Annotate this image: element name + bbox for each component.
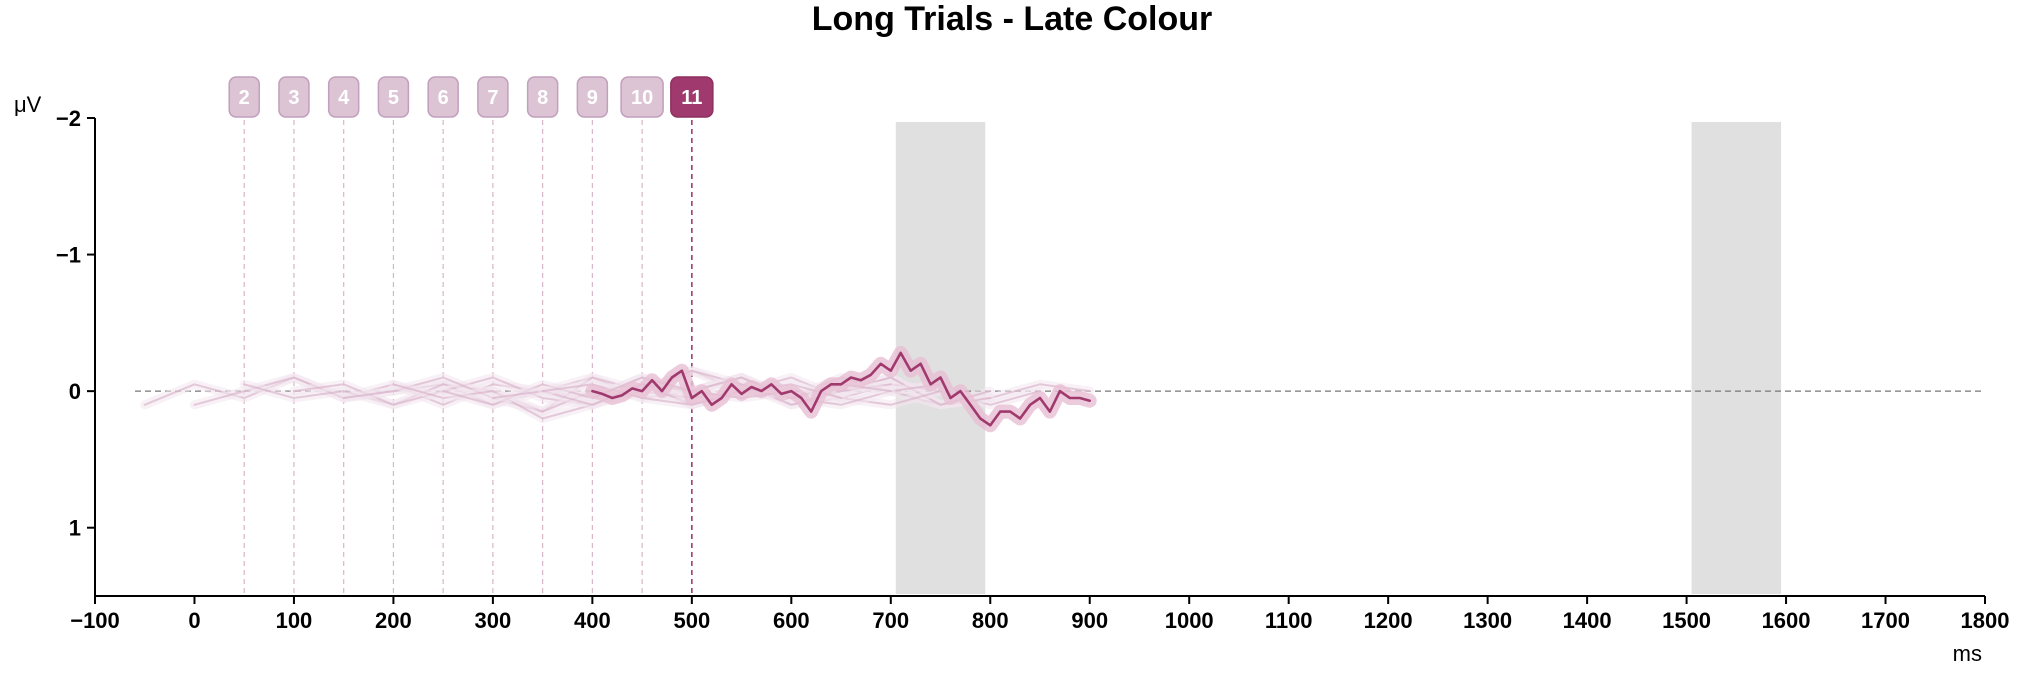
marker-badge-3[interactable]: 3 — [278, 76, 310, 118]
marker-badge-label-3: 3 — [288, 87, 299, 109]
x-tick-label-1300: 1300 — [1463, 608, 1512, 633]
x-tick-label-200: 200 — [375, 608, 412, 633]
x-tick-label-1700: 1700 — [1861, 608, 1910, 633]
marker-badge-6[interactable]: 6 — [427, 76, 459, 118]
marker-badge-label-4: 4 — [338, 87, 350, 109]
marker-badge-label-6: 6 — [438, 87, 449, 109]
x-tick-label-100: 100 — [276, 608, 313, 633]
marker-badge-label-7: 7 — [487, 87, 498, 109]
x-tick-label-900: 900 — [1071, 608, 1108, 633]
marker-badge-8[interactable]: 8 — [526, 76, 559, 118]
x-tick-label-1200: 1200 — [1364, 608, 1413, 633]
marker-badge-box-8 — [526, 76, 559, 118]
marker-badge-box-7 — [477, 76, 509, 118]
marker-badge-label-2: 2 — [239, 87, 250, 109]
marker-badge-5[interactable]: 5 — [377, 76, 410, 118]
x-tick-label-0: 0 — [188, 608, 200, 633]
y-tick-label-0: 0 — [69, 379, 81, 404]
x-tick-label-800: 800 — [972, 608, 1009, 633]
y-tick-label--2: −2 — [56, 106, 81, 131]
marker-badge-label-11: 11 — [681, 87, 702, 109]
x-tick-label-1100: 1100 — [1265, 608, 1313, 633]
x-tick-label-500: 500 — [673, 608, 710, 633]
x-tick-label--100: −100 — [70, 608, 120, 633]
marker-badge-7[interactable]: 7 — [477, 76, 509, 118]
x-tick-label-400: 400 — [574, 608, 611, 633]
marker-badge-label-10: 10 — [631, 87, 653, 109]
x-tick-label-1600: 1600 — [1762, 608, 1811, 633]
x-tick-label-1500: 1500 — [1662, 608, 1711, 633]
marker-badge-box-9 — [576, 76, 609, 118]
x-tick-label-1800: 1800 — [1961, 608, 2010, 633]
marker-badge-box-11 — [670, 76, 714, 118]
y-tick-label--1: −1 — [56, 243, 81, 268]
marker-badge-box-4 — [327, 76, 360, 118]
x-axis-unit-label: ms — [1953, 641, 1982, 666]
marker-badge-label-5: 5 — [388, 87, 399, 109]
marker-badge-label-9: 9 — [587, 87, 598, 109]
marker-badge-box-3 — [278, 76, 310, 118]
chart-title: Long Trials - Late Colour — [812, 0, 1212, 38]
marker-badge-box-10 — [620, 76, 664, 118]
x-tick-label-1000: 1000 — [1165, 608, 1214, 633]
marker-badge-box-6 — [427, 76, 459, 118]
marker-badge-10[interactable]: 10 — [620, 76, 664, 118]
y-tick-label-1: 1 — [69, 516, 81, 541]
shaded-region-2 — [1691, 122, 1782, 594]
x-tick-label-1400: 1400 — [1563, 608, 1612, 633]
y-axis-unit-label: μV — [14, 92, 42, 117]
marker-badge-4[interactable]: 4 — [327, 76, 360, 118]
marker-badge-label-8: 8 — [537, 87, 548, 109]
marker-badge-2[interactable]: 2 — [228, 76, 260, 118]
x-tick-label-300: 300 — [475, 608, 512, 633]
marker-badge-box-5 — [377, 76, 410, 118]
marker-badge-box-2 — [228, 76, 260, 118]
x-tick-label-700: 700 — [872, 608, 909, 633]
marker-badge-11[interactable]: 11 — [670, 76, 714, 118]
marker-badge-9[interactable]: 9 — [576, 76, 609, 118]
series-line-11 — [591, 351, 1091, 427]
x-tick-label-600: 600 — [773, 608, 810, 633]
